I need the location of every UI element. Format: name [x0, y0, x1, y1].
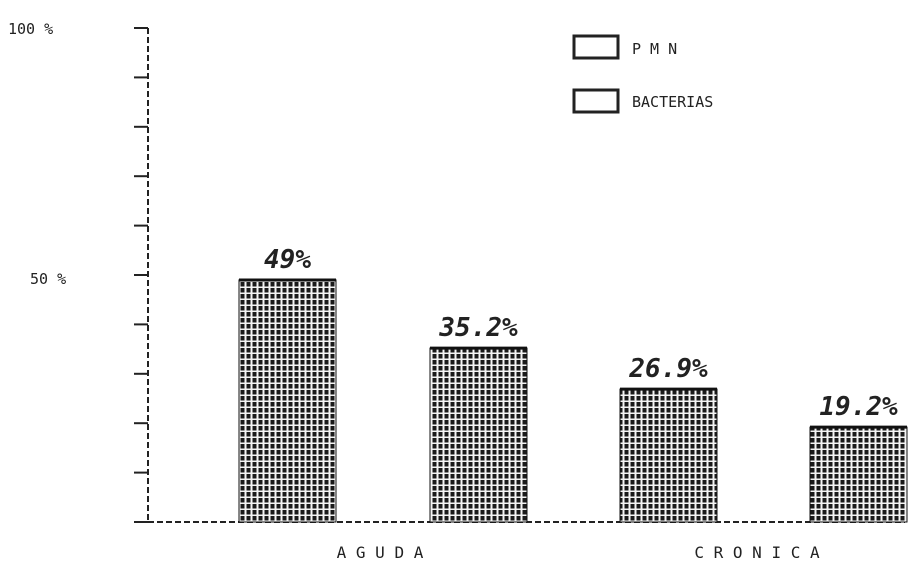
- y-tick-label-100: 100 %: [8, 20, 53, 38]
- legend-label-bacterias: BACTERIAS: [632, 93, 713, 111]
- bar-value-label-2: 26.9%: [628, 354, 708, 384]
- bar-value-labels: 49% 35.2% 26.9% 19.2%: [264, 245, 898, 422]
- bar-3: [809, 426, 908, 523]
- legend-label-pmn: P M N: [632, 40, 677, 58]
- bar-1: [429, 347, 528, 523]
- bar-value-label-0: 49%: [264, 245, 311, 275]
- legend-swatch-bacterias: [572, 88, 620, 114]
- bar-value-label-1: 35.2%: [438, 313, 518, 343]
- group-label-aguda: A G U D A: [337, 543, 424, 562]
- y-axis-ticks: [134, 27, 148, 523]
- bar-value-label-3: 19.2%: [819, 392, 898, 422]
- legend-swatch-pmn: [572, 34, 620, 60]
- group-label-cronica: C R O N I C A: [694, 543, 820, 562]
- bar-2: [619, 388, 718, 523]
- legend: P M N BACTERIAS: [572, 34, 713, 114]
- y-tick-label-50: 50 %: [30, 270, 66, 288]
- bar-0: [238, 279, 337, 523]
- bars: [238, 278, 908, 523]
